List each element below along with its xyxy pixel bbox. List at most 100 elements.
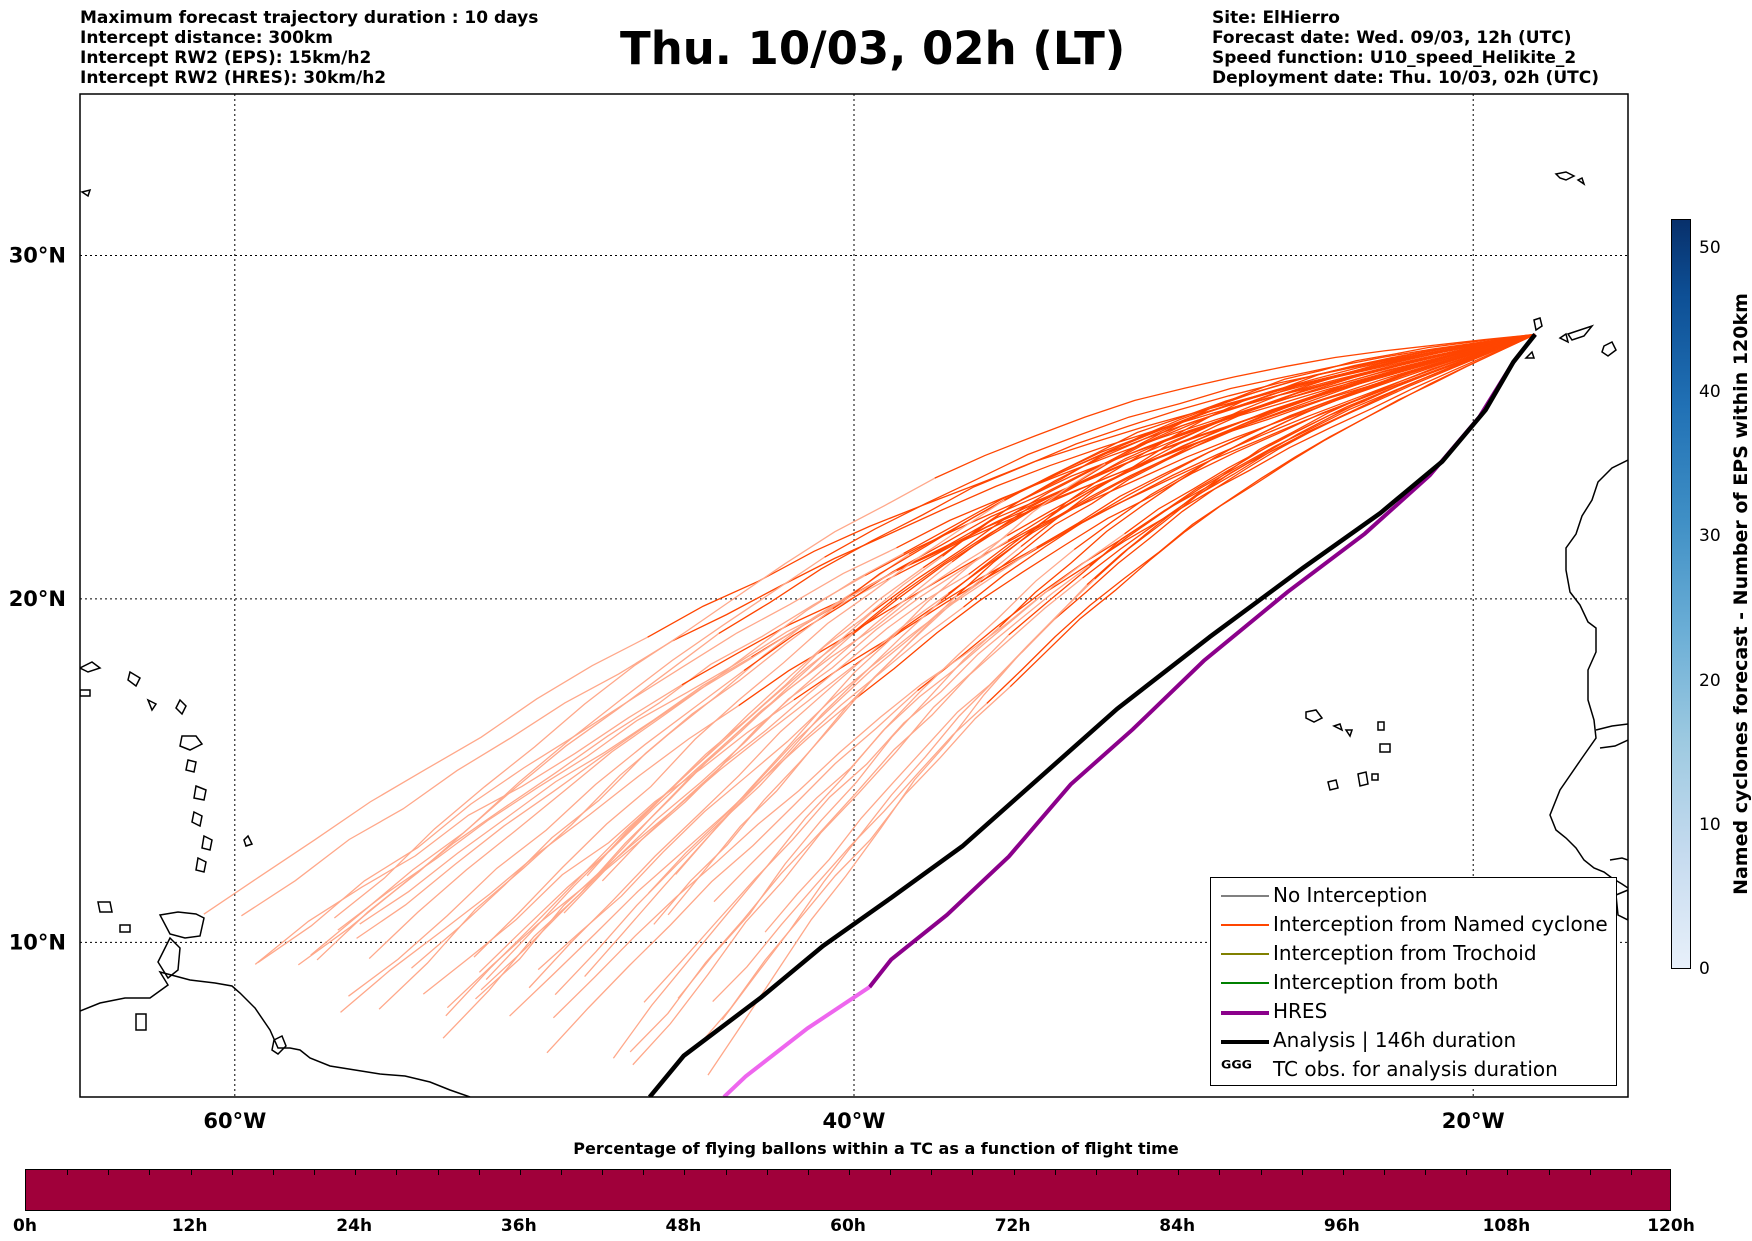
ensemble-trajectory-faded bbox=[563, 573, 969, 914]
ensemble-trajectory-faded bbox=[473, 499, 1005, 958]
time-strip-tick bbox=[766, 1170, 768, 1175]
time-strip-tick bbox=[684, 1170, 686, 1175]
time-strip-tick bbox=[1342, 1170, 1344, 1175]
ensemble-trajectory-faded bbox=[241, 640, 673, 917]
time-strip-tick bbox=[1095, 1170, 1097, 1175]
cape-verde-islands bbox=[1357, 771, 1369, 787]
africa-coast-detail bbox=[1595, 723, 1628, 731]
header-left-line: Intercept RW2 (HRES): 30km/h2 bbox=[80, 68, 387, 88]
map-tick-labels: 60°W 40°W 20°W 30°N 20°N 10°N bbox=[9, 243, 1505, 1133]
ensemble-trajectory-faded bbox=[316, 556, 825, 961]
island-coast bbox=[185, 759, 197, 773]
time-strip-tick bbox=[396, 1170, 398, 1175]
ensemble-trajectory-faded bbox=[310, 632, 720, 956]
colorbar-tick-label: 0 bbox=[1699, 959, 1710, 979]
ensemble-trajectory bbox=[934, 333, 1536, 479]
ensemble-trajectory-faded bbox=[632, 634, 1010, 1066]
island-coast bbox=[80, 661, 102, 673]
cape-verde-islands bbox=[1327, 779, 1339, 791]
island-coast bbox=[146, 698, 158, 712]
lon-tick-label: 20°W bbox=[1442, 1109, 1505, 1133]
legend-swatch bbox=[1221, 982, 1269, 984]
legend-label: Interception from Trochoid bbox=[1273, 941, 1537, 965]
ensemble-trajectory-faded bbox=[257, 547, 897, 964]
legend-label: No Interception bbox=[1273, 883, 1428, 907]
time-strip-tick bbox=[725, 1170, 727, 1175]
ensemble-trajectory bbox=[1086, 333, 1536, 586]
ensemble-trajectory-faded bbox=[368, 552, 904, 960]
time-strip-tick bbox=[1013, 1170, 1015, 1175]
ensemble-trajectory-faded bbox=[411, 608, 834, 969]
header-right-line: Speed function: U10_speed_Helikite_2 bbox=[1212, 48, 1577, 68]
ensemble-trajectory-faded bbox=[337, 579, 887, 931]
island-coast bbox=[97, 901, 113, 913]
ensemble-trajectory-faded bbox=[629, 577, 1084, 1053]
time-strip-tick bbox=[1630, 1170, 1632, 1175]
africa-coast-detail bbox=[1599, 739, 1628, 749]
legend-swatch bbox=[1221, 1040, 1269, 1044]
island-coast bbox=[179, 735, 204, 751]
ensemble-trajectory bbox=[743, 333, 1536, 672]
page-title: Thu. 10/03, 02h (LT) bbox=[620, 22, 1126, 75]
canary-islands bbox=[1566, 324, 1595, 341]
time-strip-tick bbox=[1301, 1170, 1303, 1175]
header-left-info: Maximum forecast trajectory duration : 1… bbox=[80, 8, 538, 88]
colorbar-tick-label: 20 bbox=[1699, 670, 1721, 691]
colorbar-tick-label: 50 bbox=[1699, 237, 1721, 258]
legend-item: HRES bbox=[1211, 998, 1616, 1026]
time-strip-tick bbox=[355, 1170, 357, 1175]
time-strip-tick bbox=[1507, 1170, 1509, 1175]
island-coast bbox=[195, 856, 207, 873]
ensemble-trajectory-faded bbox=[333, 477, 936, 919]
ensemble-trajectory-faded bbox=[348, 669, 745, 997]
time-strip-tick bbox=[149, 1170, 151, 1175]
cape-verde-islands bbox=[1305, 709, 1324, 723]
time-strip-tick bbox=[1178, 1170, 1180, 1175]
legend-item: ᴳᴳᴳ TC obs. for analysis duration bbox=[1211, 1056, 1616, 1084]
ensemble-trajectory-faded bbox=[480, 539, 1009, 991]
legend-swatch bbox=[1221, 1011, 1269, 1015]
time-strip-tick bbox=[849, 1170, 850, 1175]
header-right-info: Site: ElHierro Forecast date: Wed. 09/03… bbox=[1212, 8, 1599, 88]
island-coast bbox=[193, 784, 207, 801]
africa-coast-detail bbox=[1615, 889, 1628, 921]
canary-islands bbox=[1601, 340, 1617, 357]
time-strip-tick bbox=[1260, 1170, 1262, 1175]
south-america-coast bbox=[80, 970, 471, 1097]
madeira-islands bbox=[1576, 176, 1586, 186]
trinidad-coast bbox=[271, 1034, 287, 1055]
time-strip-label: 108h bbox=[1482, 1216, 1531, 1236]
time-strip-tick bbox=[1466, 1170, 1468, 1175]
ensemble-trajectory bbox=[1089, 333, 1536, 567]
ensemble-trajectory-faded bbox=[586, 555, 943, 877]
ensemble-trajectory-faded bbox=[446, 664, 856, 1009]
ensemble-trajectory-faded bbox=[764, 651, 1023, 933]
ensemble-trajectory-faded bbox=[203, 636, 648, 915]
island-coast bbox=[127, 670, 141, 688]
legend-swatch bbox=[1221, 953, 1269, 955]
ensemble-trajectory bbox=[872, 333, 1536, 613]
time-strip-label: 96h bbox=[1323, 1216, 1360, 1236]
time-strip-tick bbox=[1383, 1170, 1385, 1175]
tc-symbol-icon: ᴳᴳᴳ bbox=[1221, 1056, 1253, 1080]
ensemble-trajectory bbox=[1124, 333, 1536, 535]
time-strip-tick bbox=[1548, 1170, 1550, 1175]
ensemble-trajectory-faded bbox=[643, 565, 1090, 1003]
ensemble-trajectory-faded bbox=[422, 699, 795, 995]
legend-item: Interception from Trochoid bbox=[1211, 940, 1616, 968]
time-strip-tick bbox=[314, 1170, 316, 1175]
colorbar-title: Named cyclones forecast - Number of EPS … bbox=[1730, 293, 1752, 895]
canary-islands bbox=[1533, 317, 1543, 332]
cape-verde-islands bbox=[1377, 721, 1385, 731]
ensemble-trajectory-faded bbox=[340, 704, 740, 1013]
ensemble-trajectory bbox=[647, 333, 1536, 638]
ensemble-trajectory-faded bbox=[667, 594, 958, 916]
time-strip-tick bbox=[478, 1170, 480, 1175]
ensemble-trajectory-faded bbox=[612, 549, 1075, 1059]
ensemble-trajectory-faded bbox=[712, 702, 988, 1003]
legend-label: Interception from both bbox=[1273, 970, 1499, 994]
time-strip-label: 120h bbox=[1647, 1216, 1695, 1236]
time-strip-tick bbox=[1425, 1170, 1427, 1175]
canary-islands bbox=[1524, 350, 1536, 359]
time-strip-tick bbox=[67, 1170, 69, 1175]
